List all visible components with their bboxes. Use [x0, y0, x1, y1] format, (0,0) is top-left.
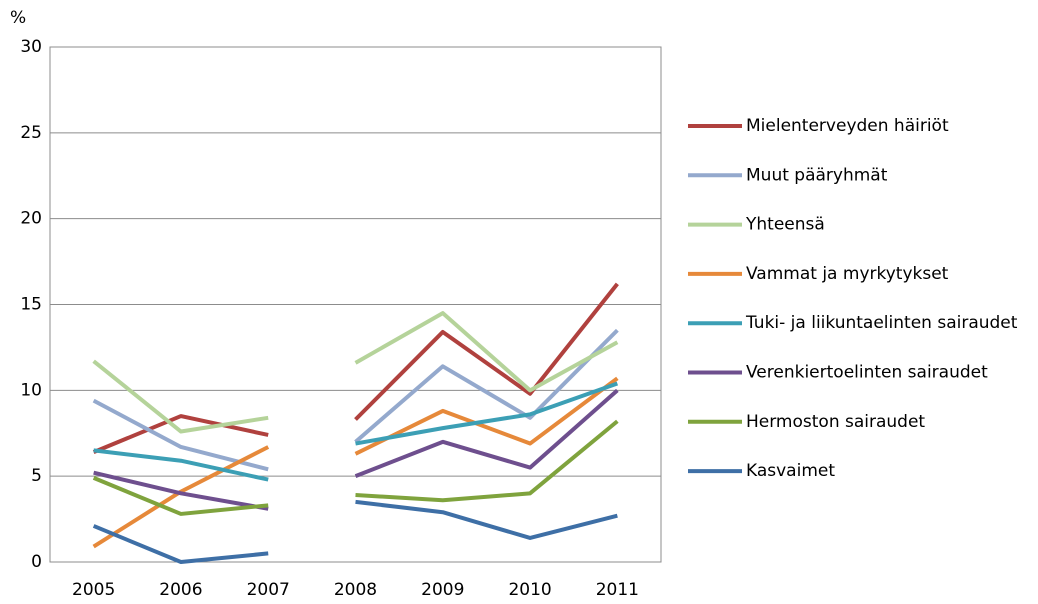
- series-line: [92, 476, 269, 516]
- x-tick-label: 2007: [247, 580, 290, 600]
- legend-label: Tuki- ja liikuntaelinten sairaudet: [745, 313, 1018, 333]
- y-tick-label: 10: [20, 380, 42, 400]
- legend-label: Mielenterveyden häiriöt: [746, 116, 949, 136]
- x-tick-label: 2010: [508, 580, 551, 600]
- y-tick-label: 30: [20, 37, 42, 57]
- y-tick-label: 15: [20, 295, 42, 315]
- y-tick-label: 20: [20, 209, 42, 229]
- series-line: [354, 311, 619, 393]
- series-line: [92, 414, 269, 454]
- legend-label: Hermoston sairaudet: [746, 412, 925, 432]
- x-tick-label: 2008: [334, 580, 377, 600]
- series-line: [93, 470, 269, 511]
- series-line: [355, 381, 619, 446]
- legend-label: Kasvaimet: [746, 461, 835, 481]
- legend-label: Vammat ja myrkytykset: [746, 264, 949, 284]
- x-tick-label: 2009: [421, 580, 464, 600]
- y-unit: %: [10, 8, 26, 28]
- y-tick-label: 0: [31, 552, 42, 572]
- x-tick-label: 2011: [596, 580, 639, 600]
- legend-label: Verenkiertoelinten sairaudet: [746, 363, 988, 383]
- series-line: [355, 499, 618, 540]
- y-tick-label: 25: [20, 123, 42, 143]
- y-tick-label: 5: [31, 466, 42, 486]
- x-tick-label: 2005: [72, 580, 115, 600]
- x-tick-label: 2006: [159, 580, 202, 600]
- series-line: [354, 376, 619, 456]
- series-line: [354, 328, 619, 444]
- series-line: [92, 524, 269, 564]
- series-line: [93, 448, 269, 482]
- legend-label: Muut pääryhmät: [746, 165, 888, 185]
- series-line: [354, 282, 619, 421]
- series-line: [355, 419, 619, 503]
- series-line: [92, 359, 269, 434]
- series-line: [354, 388, 619, 479]
- legend-label: Yhteensä: [745, 215, 825, 235]
